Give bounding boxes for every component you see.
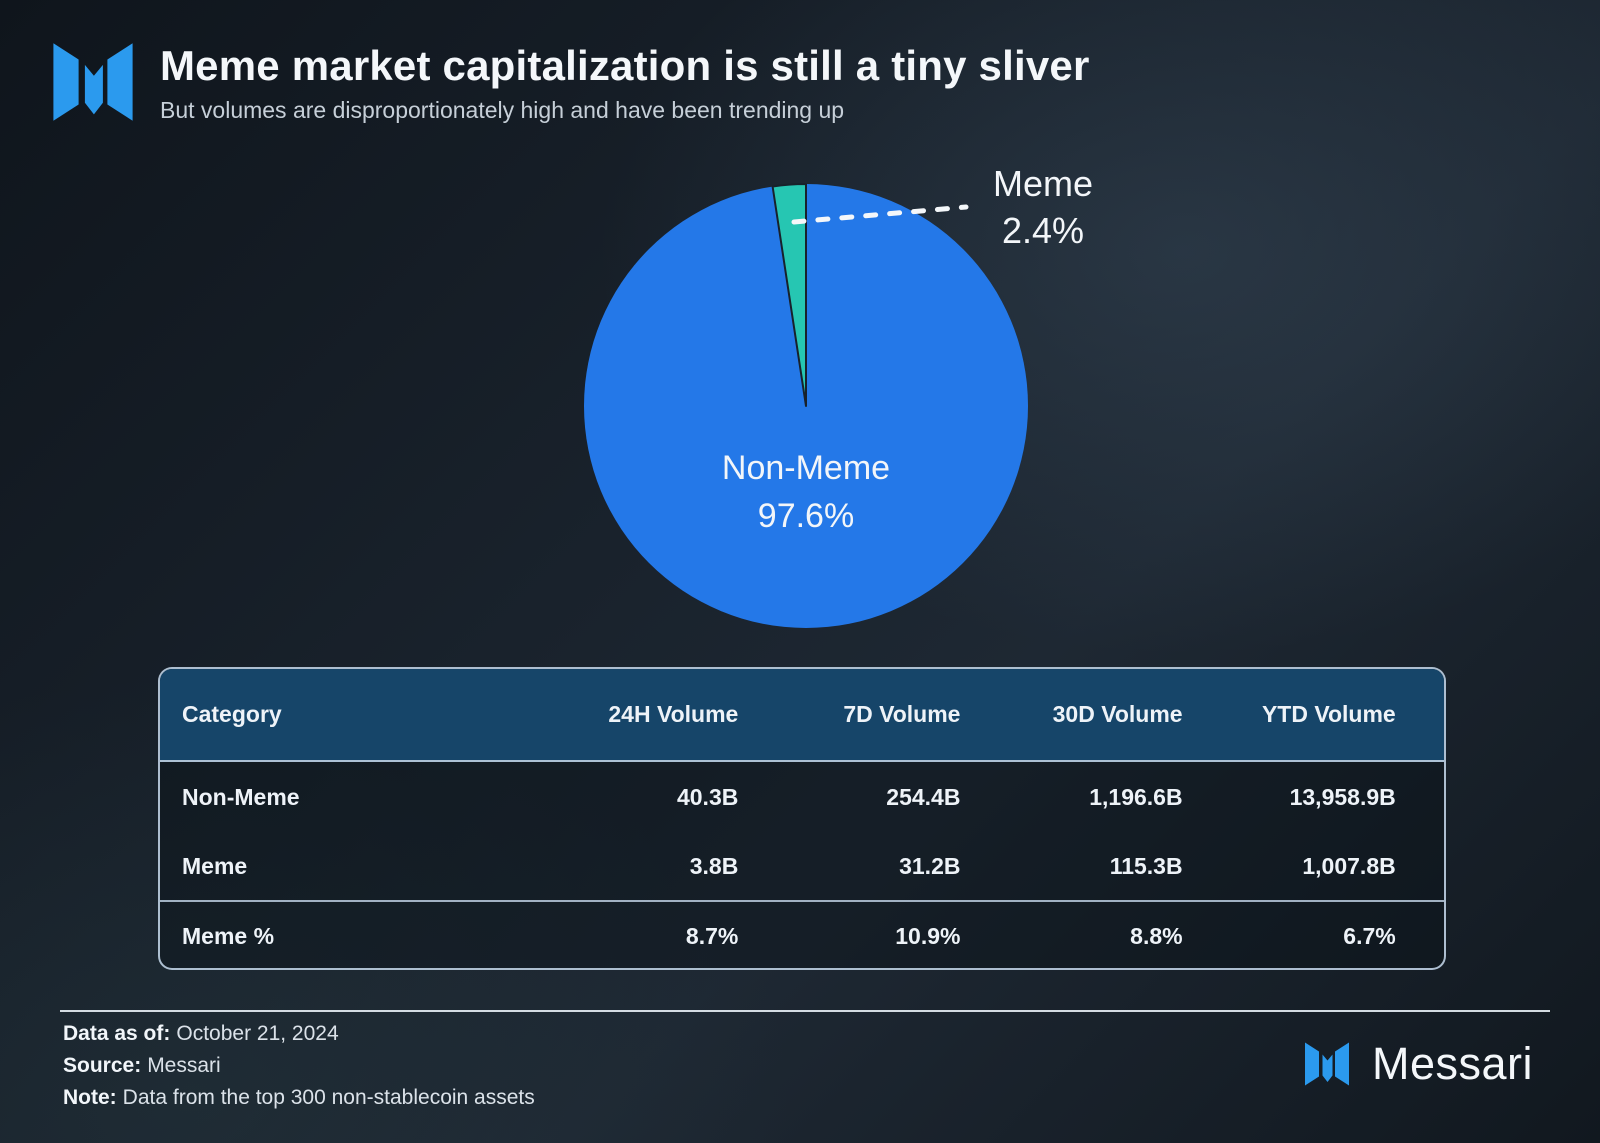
table-row-non-meme: Non-Meme 40.3B 254.4B 1,196.6B 13,958.9B	[160, 762, 1444, 832]
non-meme-label: Non-Meme	[721, 449, 891, 487]
non-meme-slice-label: Non-Meme 97.6%	[656, 444, 956, 540]
cell-7d-volume: 10.9%	[895, 922, 961, 949]
table-row-meme: Meme 3.8B 31.2B 115.3B 1,007.8B	[160, 832, 1444, 900]
cell-24h-volume: 8.7%	[685, 922, 739, 949]
meme-slice	[771, 182, 807, 407]
meme-slice-callout: Meme 2.4%	[958, 160, 1128, 254]
non-meme-value: 97.6%	[757, 497, 855, 535]
col-header-24h-volume: 24H Volume	[608, 701, 739, 727]
cell-ytd-volume: 1,007.8B	[1302, 852, 1396, 879]
table-body: Non-Meme 40.3B 254.4B 1,196.6B 13,958.9B…	[160, 762, 1444, 900]
table-header-row: Category 24H Volume 7D Volume 30D Volume…	[160, 669, 1444, 762]
cell-30d-volume: 115.3B	[1109, 852, 1183, 879]
data-as-of-value: October 21, 2024	[176, 1022, 339, 1045]
note-value: Data from the top 300 non-stablecoin ass…	[122, 1086, 535, 1109]
col-header-category: Category	[182, 701, 282, 727]
footer-notes: Data as of: October 21, 2024 Source: Messa…	[63, 1023, 535, 1119]
cell-7d-volume: 31.2B	[899, 852, 961, 879]
col-header-30d-volume: 30D Volume	[1052, 701, 1183, 727]
cell-ytd-volume: 6.7%	[1343, 922, 1396, 949]
messari-logo-icon	[53, 43, 133, 121]
cell-category: Non-Meme	[182, 783, 300, 810]
cell-24h-volume: 3.8B	[689, 852, 739, 879]
note-line: Note: Data from the top 300 non-stablecoi…	[63, 1087, 535, 1109]
footer-brand: Messari	[1302, 1038, 1533, 1090]
col-header-7d-volume: 7D Volume	[843, 701, 961, 727]
cell-7d-volume: 254.4B	[886, 783, 961, 810]
table-row-meme-percent: Meme % 8.7% 10.9% 8.8% 6.7%	[160, 900, 1444, 968]
volume-table: Category 24H Volume 7D Volume 30D Volume…	[158, 667, 1446, 970]
brand-wordmark: Messari	[1372, 1038, 1534, 1089]
cell-30d-volume: 8.8%	[1130, 922, 1183, 949]
source-label: Source:	[63, 1054, 142, 1077]
messari-logo-icon	[1305, 1042, 1349, 1086]
cell-30d-volume: 1,196.6B	[1089, 783, 1183, 810]
cell-ytd-volume: 13,958.9B	[1289, 783, 1396, 810]
cell-category: Meme %	[182, 922, 275, 949]
meme-callout-label: Meme	[992, 163, 1094, 204]
col-header-ytd-volume: YTD Volume	[1261, 701, 1396, 727]
meme-callout-value: 2.4%	[1001, 210, 1085, 251]
source-line: Source: Messari	[63, 1055, 535, 1077]
page-title: Meme market capitalization is still a ti…	[160, 42, 1090, 89]
footer-divider	[60, 1010, 1550, 1012]
source-value: Messari	[147, 1054, 221, 1077]
cell-24h-volume: 40.3B	[676, 783, 739, 810]
leader-line	[791, 204, 969, 225]
data-as-of-line: Data as of: October 21, 2024	[63, 1023, 535, 1045]
data-as-of-label: Data as of:	[63, 1022, 171, 1045]
note-label: Note:	[63, 1086, 117, 1109]
page-subtitle: But volumes are disproportionately high …	[160, 97, 845, 123]
cell-category: Meme	[182, 852, 248, 879]
